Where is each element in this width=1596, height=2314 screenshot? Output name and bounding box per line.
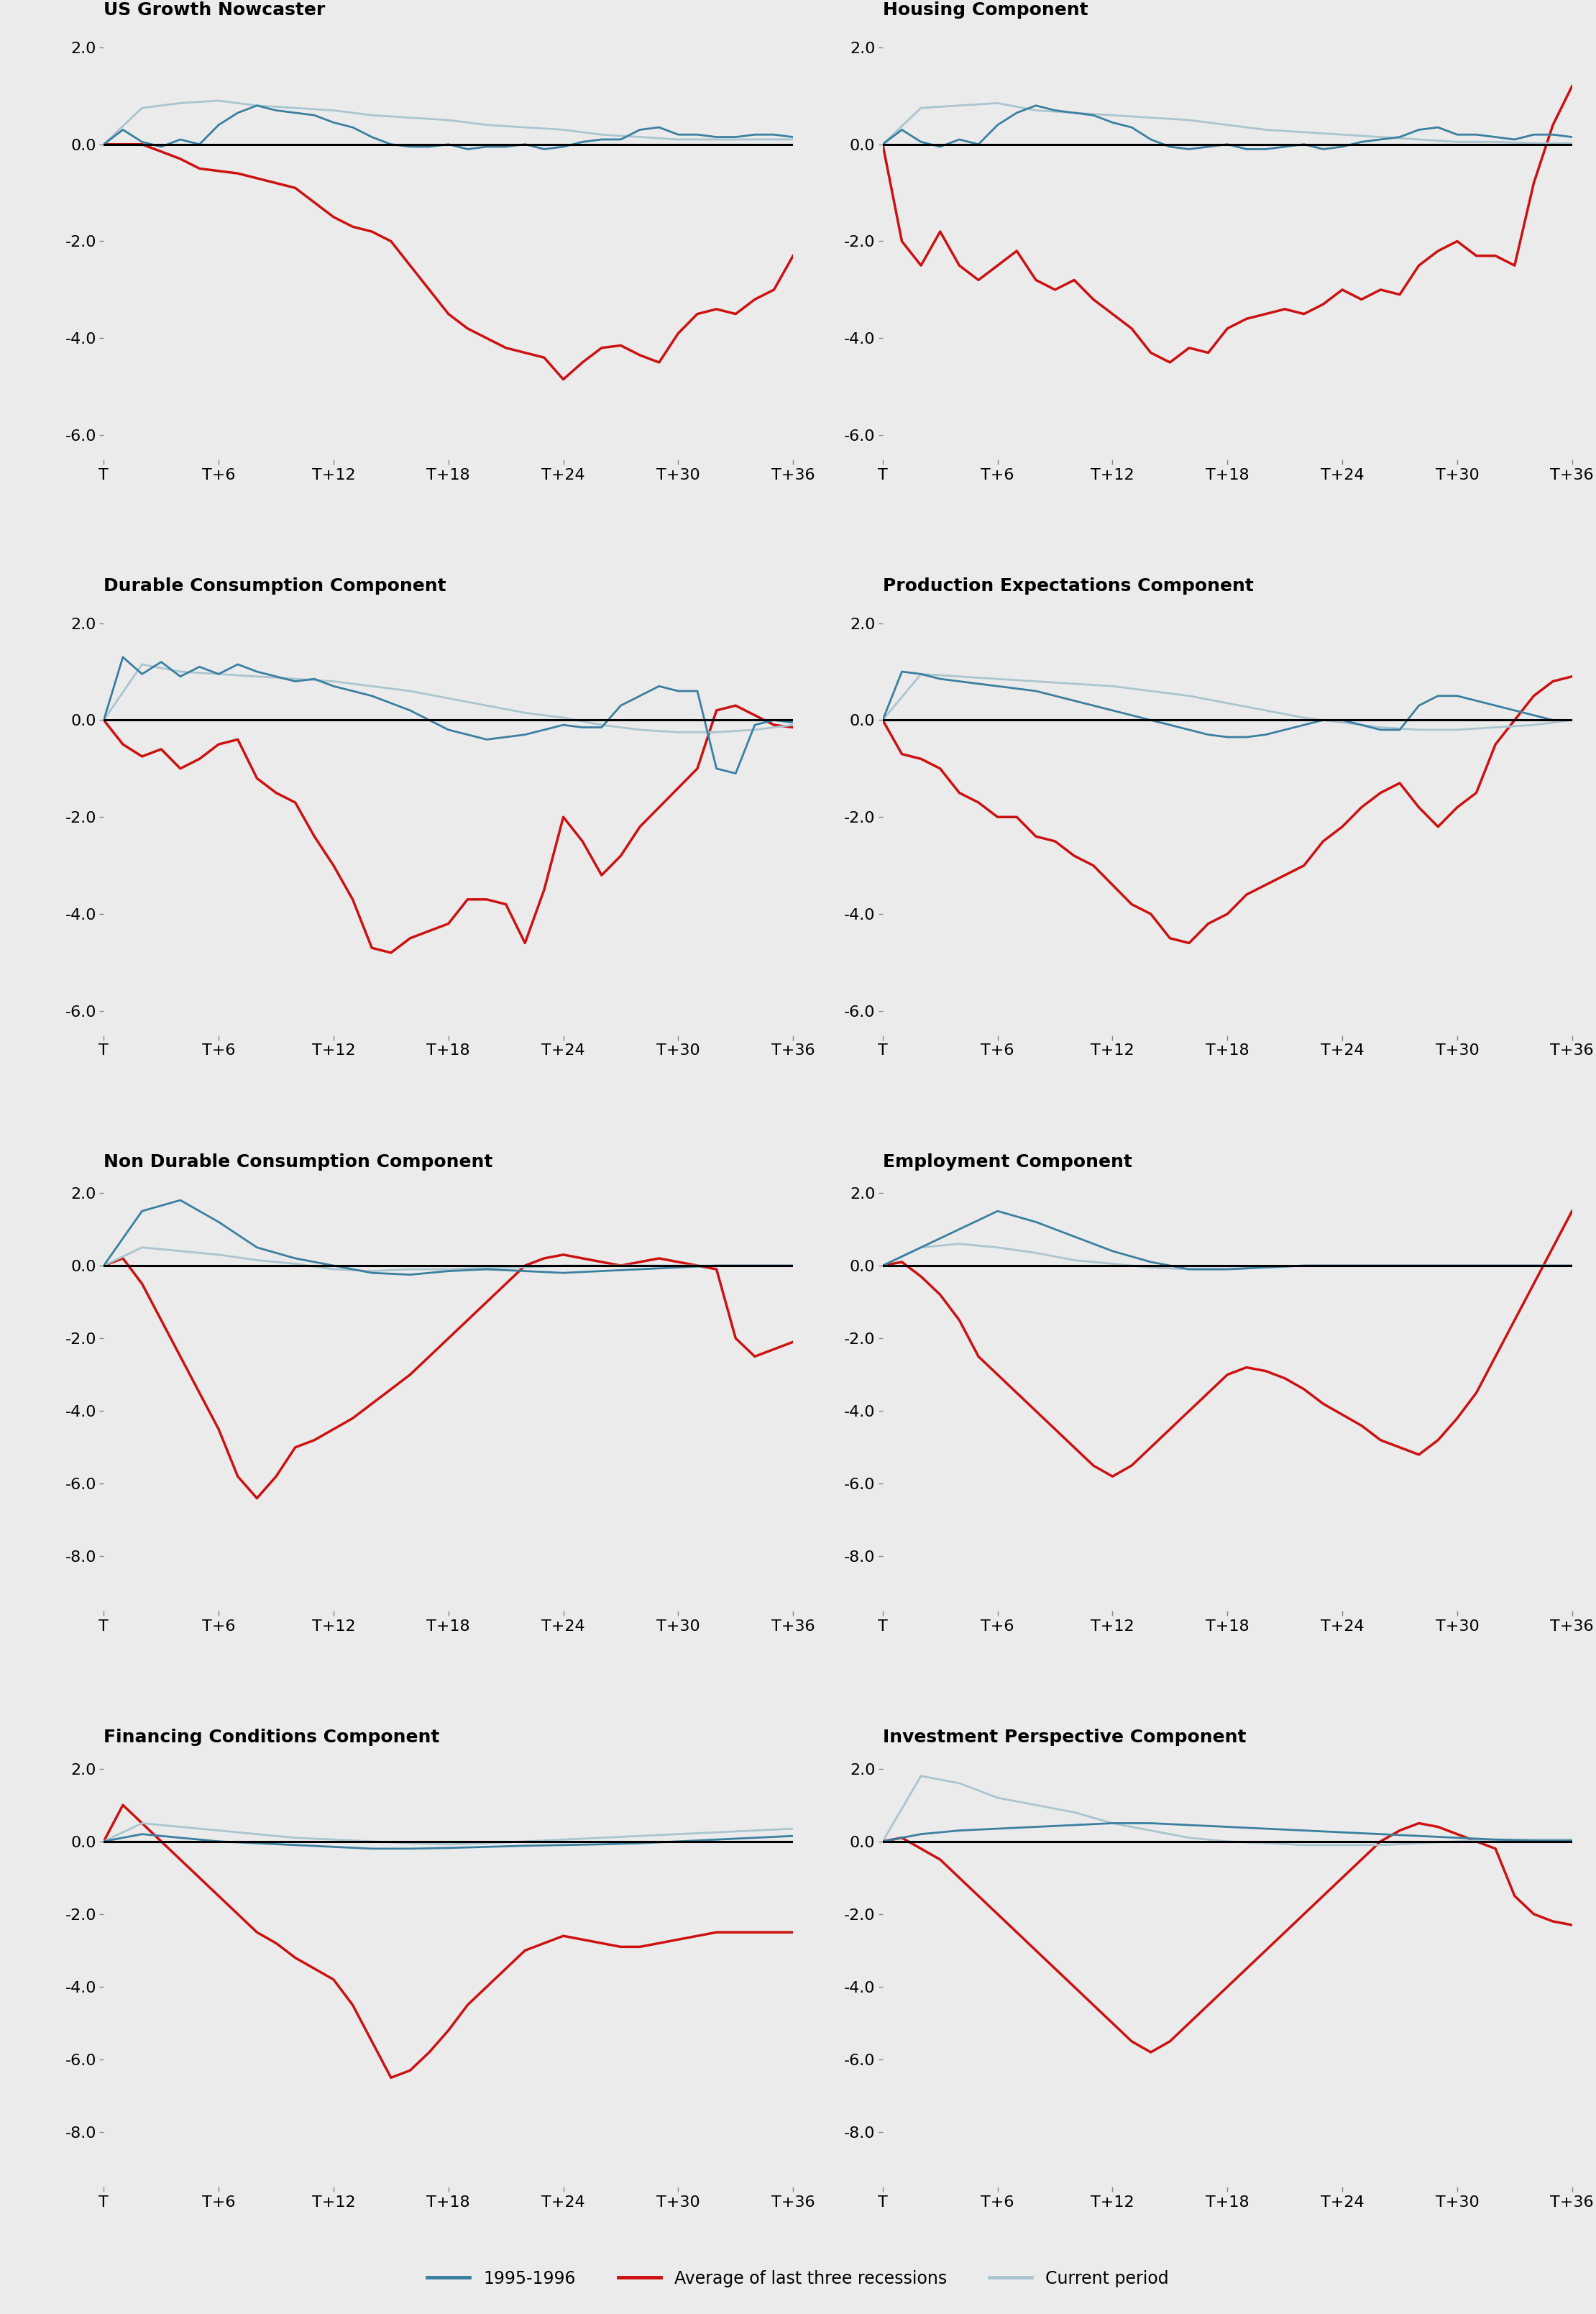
Legend: 1995-1996, Average of last three recessions, Current period: 1995-1996, Average of last three recessi…	[420, 2263, 1176, 2293]
Text: Non Durable Consumption Component: Non Durable Consumption Component	[104, 1152, 493, 1171]
Text: Durable Consumption Component: Durable Consumption Component	[104, 576, 447, 595]
Text: Employment Component: Employment Component	[883, 1152, 1132, 1171]
Text: Investment Perspective Component: Investment Perspective Component	[883, 1729, 1246, 1747]
Text: Housing Component: Housing Component	[883, 2, 1088, 19]
Text: Financing Conditions Component: Financing Conditions Component	[104, 1729, 440, 1747]
Text: Production Expectations Component: Production Expectations Component	[883, 576, 1253, 595]
Text: US Growth Nowcaster: US Growth Nowcaster	[104, 2, 326, 19]
